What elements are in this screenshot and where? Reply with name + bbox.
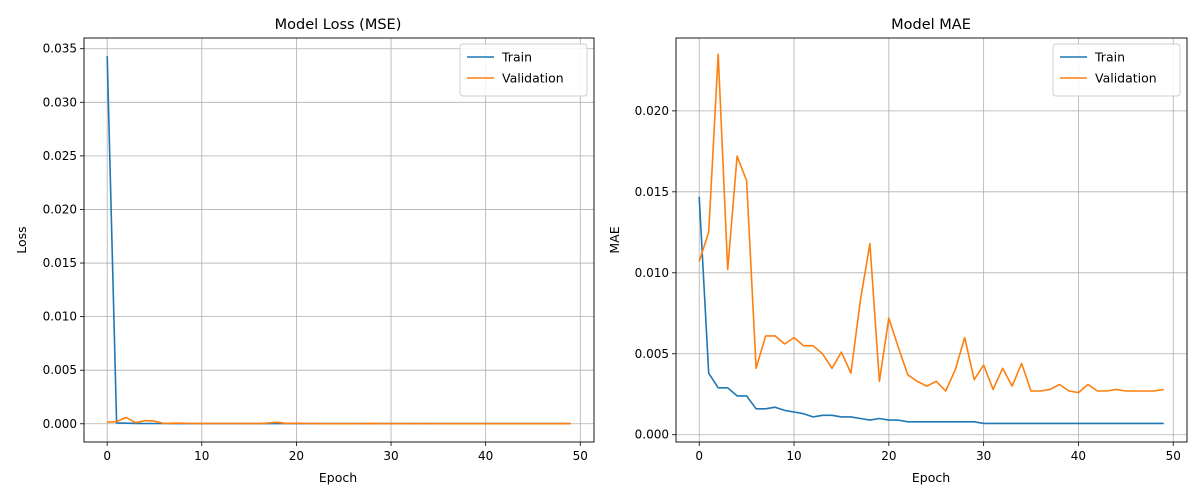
loss-chart-ytick-label: 0.005: [43, 363, 77, 377]
loss-chart-frame: [83, 37, 595, 443]
mae-chart-xtick-label: 30: [976, 449, 991, 463]
mae-chart-ytick-label: 0.015: [635, 185, 669, 199]
loss-chart-xtick-label: 10: [194, 449, 209, 463]
loss-chart-ytick-label: 0.015: [43, 256, 77, 270]
loss-chart-series-train-line: [106, 56, 571, 425]
mae-chart: Model MAE 0 10 20 30 40 50 0.000 0.005 0.010 0.01…: [607, 17, 1188, 485]
mae-chart-frame: [675, 37, 1188, 443]
loss-chart-series-validation-line: [107, 416, 571, 425]
loss-chart-ytick-label: 0.020: [43, 202, 77, 216]
loss-chart-xtick-label: 50: [573, 449, 588, 463]
mae-chart-xtick-label: 50: [1166, 449, 1181, 463]
loss-chart-ytick-label: 0.010: [43, 310, 77, 324]
mae-chart-ylabel: MAE: [607, 226, 622, 253]
loss-chart-legend: Train Validation: [459, 43, 588, 97]
loss-chart-ylabel: Loss: [14, 226, 29, 253]
mae-chart-legend-label-train: Train: [1094, 50, 1125, 65]
mae-chart-xtick-label: 10: [786, 449, 801, 463]
loss-chart-xtick-label: 30: [383, 449, 398, 463]
loss-chart-ytick-label: 0.030: [43, 95, 77, 109]
mae-chart-ytick-label: 0.020: [635, 104, 669, 118]
mae-chart-ticks: 0 10 20 30 40 50 0.000 0.005 0.010 0.015 0.020: [635, 104, 1181, 463]
mae-chart-series-train-line: [698, 196, 1164, 425]
loss-chart-title: Model Loss (MSE): [275, 17, 402, 33]
mae-chart-ytick-label: 0.000: [635, 428, 669, 442]
mae-chart-xtick-label: 20: [881, 449, 896, 463]
loss-chart-ytick-label: 0.000: [43, 417, 77, 431]
mae-chart-series-validation-line: [698, 53, 1164, 394]
loss-chart-ticks: 0 10 20 30 40 50 0.000 0.005 0.010 0.015 0.020 0.02…: [43, 42, 588, 463]
mae-chart-legend: Train Validation: [1052, 43, 1181, 97]
mae-chart-xtick-label: 0: [695, 449, 703, 463]
loss-chart-legend-label-validation: Validation: [502, 71, 564, 86]
loss-chart-xtick-label: 40: [478, 449, 493, 463]
loss-chart-series: [106, 56, 571, 425]
loss-chart-grid: [84, 38, 594, 442]
mae-chart-xtick-label: 40: [1071, 449, 1086, 463]
loss-chart-ytick-label: 0.025: [43, 149, 77, 163]
mae-chart-grid: [676, 38, 1187, 442]
loss-chart-xtick-label: 20: [289, 449, 304, 463]
loss-chart-ytick-label: 0.035: [43, 42, 77, 56]
loss-chart-xtick-label: 0: [103, 449, 111, 463]
mae-chart-legend-label-validation: Validation: [1095, 71, 1157, 86]
mae-chart-ytick-label: 0.005: [635, 347, 669, 361]
loss-chart: Model Loss (MSE) 0 10 20 30 40 50 0.000 0.005 0.…: [14, 17, 595, 485]
mae-chart-xlabel: Epoch: [912, 470, 950, 485]
mae-chart-title: Model MAE: [891, 17, 971, 33]
loss-chart-xlabel: Epoch: [319, 470, 357, 485]
loss-chart-legend-label-train: Train: [501, 50, 532, 65]
mae-chart-series: [698, 53, 1164, 425]
mae-chart-ytick-label: 0.010: [635, 266, 669, 280]
